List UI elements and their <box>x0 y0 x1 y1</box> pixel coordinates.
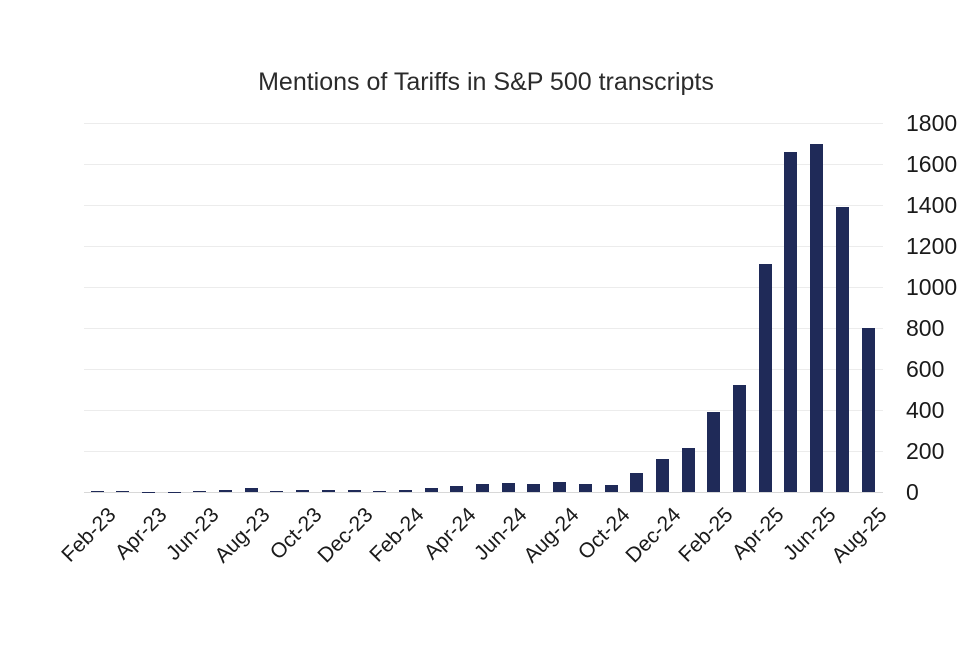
bar-Nov-23 <box>321 489 335 492</box>
gridline <box>84 287 883 288</box>
bar-Aug-24 <box>553 482 567 492</box>
bar-May-24 <box>476 483 489 492</box>
bar-Apr-25 <box>758 264 772 492</box>
bar-Jul-24 <box>527 484 541 492</box>
bar-Jun-24 <box>501 482 515 492</box>
x-axis-line <box>84 492 883 493</box>
y-axis-tick-label: 200 <box>906 438 945 464</box>
bar-Aug-23 <box>244 487 258 492</box>
bar-Oct-24 <box>604 484 618 492</box>
y-axis-tick-label: 400 <box>906 397 945 423</box>
bar-May-25 <box>784 151 798 492</box>
y-axis-tick-label: 1800 <box>906 110 958 136</box>
chart-title: Mentions of Tariffs in S&P 500 transcrip… <box>258 68 714 96</box>
y-axis-tick-label: 1200 <box>906 233 958 259</box>
bar-Mar-25 <box>733 385 746 492</box>
bar-Mar-24 <box>424 487 438 492</box>
y-axis-tick-label: 1400 <box>906 192 958 218</box>
bar-Dec-23 <box>347 489 361 492</box>
gridline <box>84 451 883 452</box>
bar-Dec-24 <box>655 459 669 492</box>
bar-Mar-23 <box>116 490 130 492</box>
gridline <box>84 246 883 247</box>
y-axis-tick-label: 800 <box>906 315 945 341</box>
bar-Jun-23 <box>193 490 207 492</box>
y-axis-tick-label: 1600 <box>906 151 958 177</box>
bar-Nov-24 <box>630 472 644 492</box>
gridline <box>84 369 883 370</box>
bar-Jan-25 <box>681 447 695 492</box>
y-axis-tick-label: 1000 <box>906 274 958 300</box>
bar-Feb-25 <box>707 412 721 492</box>
bar-Jun-25 <box>810 143 824 492</box>
gridline <box>84 123 883 124</box>
gridline <box>84 410 883 411</box>
gridline <box>84 205 883 206</box>
bar-Jul-25 <box>835 207 849 492</box>
bar-Feb-23 <box>90 490 104 492</box>
bar-Sep-23 <box>270 490 284 492</box>
bar-Aug-25 <box>861 328 875 492</box>
y-axis-tick-label: 600 <box>906 356 945 382</box>
y-axis-tick-label: 0 <box>906 479 919 505</box>
bar-Oct-23 <box>296 490 310 492</box>
bar-Sep-24 <box>578 483 592 492</box>
gridline <box>84 164 883 165</box>
gridline <box>84 328 883 329</box>
bar-Feb-24 <box>398 490 412 492</box>
bar-Apr-24 <box>450 486 464 492</box>
bar-Jan-24 <box>373 490 387 492</box>
bar-Jul-23 <box>219 489 232 492</box>
